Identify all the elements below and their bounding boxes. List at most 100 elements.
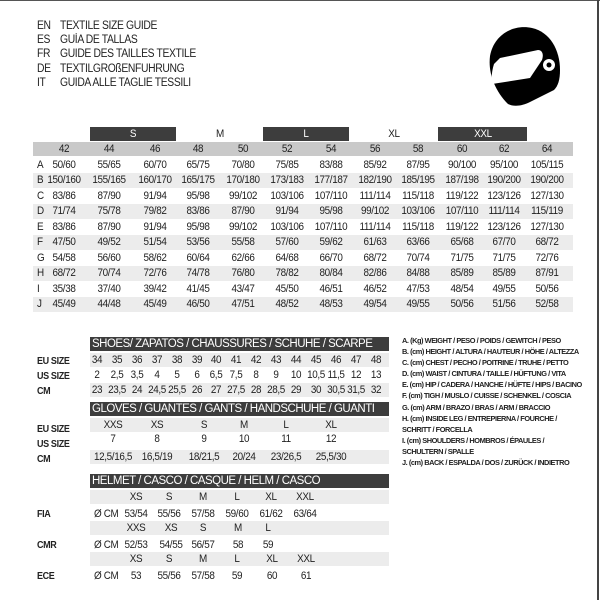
table-cell: 150/160 — [47, 174, 81, 186]
table-cell: 45 — [310, 354, 322, 366]
table-cell: 170/180 — [226, 174, 260, 186]
table-cell: 49/52 — [97, 236, 121, 248]
table-cell: 57/58 — [191, 508, 215, 520]
table-cell: 9 — [201, 433, 207, 445]
unit-label: Ø CM — [94, 539, 119, 551]
table-cell: 57/60 — [275, 236, 299, 248]
table-cell: 59 — [231, 570, 243, 582]
table-cell: 25,5 — [167, 384, 186, 396]
table-cell: 53/54 — [124, 508, 148, 520]
section-header: SHOES/ ZAPATOS / CHAUSSURES / SCHUHE / S… — [92, 338, 373, 350]
section-header: HELMET / CASCO / CASQUE / HELM / CASCO — [92, 475, 321, 487]
table-cell: 51/54 — [143, 236, 167, 248]
column-header: 50 — [237, 143, 249, 155]
table-cell: 99/102 — [228, 220, 258, 233]
column-header: 62 — [498, 143, 510, 155]
table-cell: 58/62 — [143, 251, 167, 264]
frame-border-top — [0, 0, 600, 1]
table-cell: 45/49 — [52, 298, 76, 310]
table-cell: XXS — [103, 419, 123, 431]
table-cell: 127/130 — [530, 189, 564, 202]
size-group-header — [90, 127, 176, 141]
table-cell: 47/51 — [231, 298, 255, 310]
table-cell: 38 — [171, 354, 182, 366]
table-cell: 107/110 — [314, 220, 348, 233]
table-cell: 30,5 — [326, 384, 345, 396]
table-cell: 46/50 — [186, 298, 210, 310]
table-cell: 99/102 — [360, 205, 390, 217]
legend-line: I. (cm) SHOULDERS / HOMBROS / ÉPAULES / — [402, 435, 545, 445]
table-row-band — [33, 296, 573, 312]
size-group-label: S — [129, 128, 137, 140]
helmet-size: L — [234, 553, 240, 565]
helmet-size: M — [199, 491, 207, 503]
table-cell: 59/60 — [225, 508, 249, 520]
table-cell: 13 — [370, 369, 381, 381]
row-label: CMR — [37, 540, 57, 551]
table-cell: 187/198 — [445, 174, 479, 186]
row-letter: G — [37, 251, 45, 264]
table-cell: 48 — [370, 354, 381, 366]
table-cell: 28,5 — [267, 384, 286, 396]
table-cell: 51/56 — [492, 298, 516, 310]
table-cell: 26 — [191, 384, 202, 396]
table-row-band — [33, 172, 573, 188]
table-cell: 95/98 — [319, 205, 343, 217]
table-cell: 10,5 — [306, 369, 325, 381]
table-cell: 41/45 — [186, 282, 210, 295]
row-letter: F — [37, 236, 43, 248]
table-cell: 41 — [231, 354, 242, 366]
table-cell: 83/86 — [186, 205, 210, 217]
table-cell: 84/88 — [406, 267, 430, 279]
table-cell: 95/98 — [186, 189, 210, 202]
table-cell: 27 — [211, 384, 222, 396]
table-cell: 68/72 — [363, 251, 387, 264]
column-header: 58 — [412, 143, 424, 155]
table-cell: 46/52 — [363, 282, 387, 295]
table-cell: 127/130 — [530, 220, 564, 233]
table-cell: 103/106 — [270, 189, 304, 202]
legend-line: E. (cm) HIP / CADERA / HANCHE / HÜFTE / … — [402, 380, 582, 390]
table-cell: 2,5 — [110, 369, 124, 381]
column-header-row — [33, 142, 573, 156]
table-cell: 52/58 — [535, 298, 559, 310]
guide-title: TEXTILGRÖßENFÜHRUNG — [60, 62, 185, 75]
size-row-band — [90, 552, 389, 566]
table-cell: 47/50 — [52, 236, 76, 248]
guide-title: TEXTILE SIZE GUIDE — [60, 20, 158, 32]
legend-line: D. (cm) WAIST / CINTURA / TAILLE / HÜFTU… — [402, 369, 566, 379]
table-cell: 91/94 — [143, 220, 167, 233]
table-cell: 52/53 — [124, 539, 148, 551]
table-cell: 67/70 — [492, 236, 516, 248]
table-cell: 40 — [211, 354, 222, 366]
helmet-size: XS — [164, 522, 178, 534]
column-header: 46 — [149, 143, 161, 155]
table-cell: 23,5 — [107, 384, 126, 396]
table-cell: 115/118 — [402, 189, 434, 202]
table-cell: 160/170 — [138, 174, 172, 186]
table-cell: 48/53 — [319, 298, 343, 310]
unit-label: Ø CM — [94, 570, 119, 582]
row-letter: I — [37, 282, 40, 295]
column-header: 54 — [325, 143, 337, 155]
row-label: CM — [37, 386, 51, 397]
table-cell: 44/48 — [97, 298, 121, 310]
table-cell: 61/63 — [363, 236, 387, 248]
table-cell: 25,5/30 — [315, 451, 347, 463]
row-letter: B — [37, 174, 44, 186]
table-cell: 72/76 — [535, 251, 559, 264]
legend-line: F. (cm) TIGH / MUSLO / CUISSE / SCHENKEL… — [402, 391, 572, 401]
guide-title: GUÍA DE TALLAS — [60, 34, 138, 47]
column-header: 44 — [103, 143, 115, 155]
size-row-band — [90, 490, 389, 504]
helmet-size: L — [234, 491, 240, 503]
table-cell: 49/55 — [492, 282, 516, 295]
table-cell: 111/114 — [359, 220, 391, 233]
table-cell: 103/106 — [270, 220, 304, 233]
table-cell: 82/86 — [363, 267, 387, 279]
table-cell: 2 — [94, 369, 100, 381]
size-group-label: M — [215, 128, 224, 140]
table-cell: 29 — [290, 384, 302, 396]
language-code: IT — [37, 76, 46, 89]
legend-line: J. (cm) BACK / ESPALDA / DOS / ZURÜCK / … — [402, 458, 570, 468]
